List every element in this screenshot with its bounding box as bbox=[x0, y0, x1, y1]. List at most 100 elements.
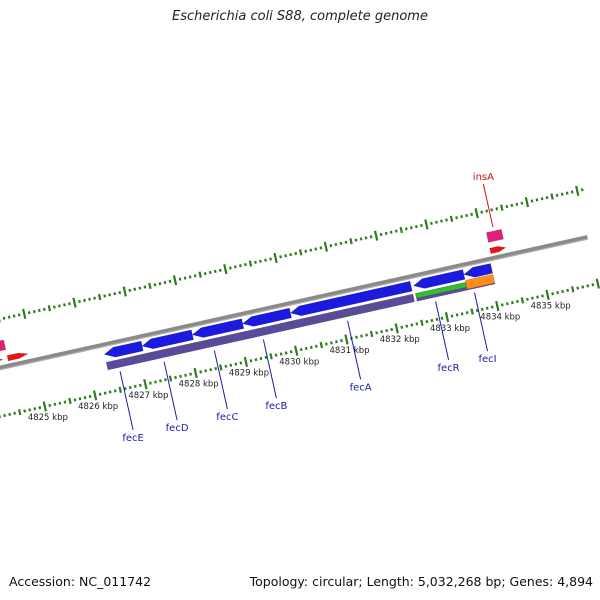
tick bbox=[314, 344, 318, 348]
forward-cds-1 bbox=[6, 352, 29, 362]
tick bbox=[375, 331, 379, 335]
tick bbox=[138, 286, 142, 290]
tick bbox=[475, 308, 479, 313]
tick bbox=[289, 350, 293, 354]
reverse-cds-fecD bbox=[141, 329, 194, 350]
tick bbox=[414, 225, 418, 229]
tick bbox=[118, 386, 122, 393]
feature-label-fecE-leader bbox=[119, 371, 134, 431]
tick bbox=[28, 408, 32, 412]
tick bbox=[576, 286, 580, 290]
feature-labels: yjhVinsAfecEfecDfecCfecBfecAfecRfecI bbox=[119, 172, 497, 444]
tick bbox=[193, 274, 197, 278]
tick bbox=[500, 303, 504, 307]
tick bbox=[435, 220, 438, 224]
tick bbox=[566, 288, 570, 292]
tick bbox=[248, 260, 253, 267]
scale-label: 4830 kbp bbox=[279, 357, 319, 367]
tick bbox=[279, 255, 282, 259]
tick bbox=[364, 236, 368, 240]
tick bbox=[409, 226, 413, 230]
tick bbox=[591, 283, 595, 287]
feature-label-fecI[interactable]: fecI bbox=[478, 354, 496, 365]
tick bbox=[369, 330, 374, 338]
scale-label: 4834 kbp bbox=[480, 313, 520, 323]
tick bbox=[505, 204, 509, 209]
feature-label-fecA[interactable]: fecA bbox=[350, 382, 372, 393]
tick bbox=[399, 226, 403, 234]
tick bbox=[570, 190, 574, 194]
tick bbox=[480, 210, 484, 214]
tick bbox=[490, 305, 494, 309]
feature-label-insA[interactable]: insA bbox=[473, 172, 494, 183]
tick bbox=[440, 219, 443, 223]
tick bbox=[274, 353, 278, 357]
tick bbox=[234, 362, 238, 366]
tick bbox=[535, 198, 539, 202]
feature-label-insA-leader bbox=[482, 184, 494, 228]
tick bbox=[269, 353, 273, 360]
tick bbox=[118, 290, 122, 295]
tick bbox=[450, 314, 454, 318]
tick bbox=[8, 412, 12, 416]
tick bbox=[103, 294, 107, 298]
tick bbox=[309, 248, 313, 252]
tick bbox=[243, 356, 249, 367]
tick bbox=[294, 345, 299, 356]
tick bbox=[354, 238, 358, 242]
tick bbox=[23, 409, 27, 413]
feature-label-fecD[interactable]: fecD bbox=[166, 423, 189, 434]
tick bbox=[550, 193, 554, 200]
tick bbox=[159, 379, 162, 383]
tick bbox=[440, 316, 444, 320]
tick bbox=[560, 192, 564, 196]
feature-label-fecB[interactable]: fecB bbox=[265, 401, 287, 412]
tick bbox=[339, 241, 343, 246]
tick bbox=[460, 312, 464, 316]
tick bbox=[540, 197, 544, 201]
tick bbox=[269, 257, 272, 261]
tick bbox=[289, 252, 293, 257]
tick bbox=[58, 304, 61, 308]
tick bbox=[188, 275, 192, 279]
tick bbox=[273, 252, 278, 264]
tick bbox=[404, 227, 408, 231]
tick bbox=[470, 308, 474, 315]
feature-label-fecB-leader bbox=[262, 339, 277, 399]
tick bbox=[178, 277, 182, 281]
tick bbox=[108, 390, 112, 394]
tick bbox=[349, 238, 353, 245]
feature-label-fecC[interactable]: fecC bbox=[216, 412, 238, 423]
tick bbox=[17, 313, 21, 317]
tick bbox=[309, 345, 313, 349]
tick bbox=[465, 213, 468, 218]
tick bbox=[400, 325, 404, 329]
tick bbox=[172, 275, 178, 286]
tick bbox=[113, 389, 117, 393]
tick bbox=[526, 297, 529, 301]
tick bbox=[48, 403, 52, 408]
tick bbox=[516, 299, 519, 304]
feature-label-fecE[interactable]: fecE bbox=[122, 433, 144, 444]
tick bbox=[425, 320, 429, 324]
tick bbox=[17, 408, 22, 416]
tick bbox=[149, 381, 152, 385]
tick bbox=[424, 219, 429, 230]
tick bbox=[73, 398, 77, 402]
scale-label: 4835 kbp bbox=[531, 301, 571, 311]
tick bbox=[83, 396, 87, 400]
feature-label-fecR[interactable]: fecR bbox=[438, 363, 460, 374]
tick bbox=[133, 384, 137, 389]
tick bbox=[324, 342, 328, 346]
reverse-cds-fecR bbox=[412, 269, 466, 289]
tick bbox=[168, 279, 172, 284]
tick bbox=[199, 370, 203, 374]
tick bbox=[379, 232, 383, 237]
tick bbox=[405, 324, 409, 328]
tick bbox=[561, 289, 565, 294]
tick bbox=[128, 288, 132, 292]
tick bbox=[229, 363, 233, 367]
tick bbox=[193, 367, 198, 379]
tick bbox=[394, 323, 399, 334]
